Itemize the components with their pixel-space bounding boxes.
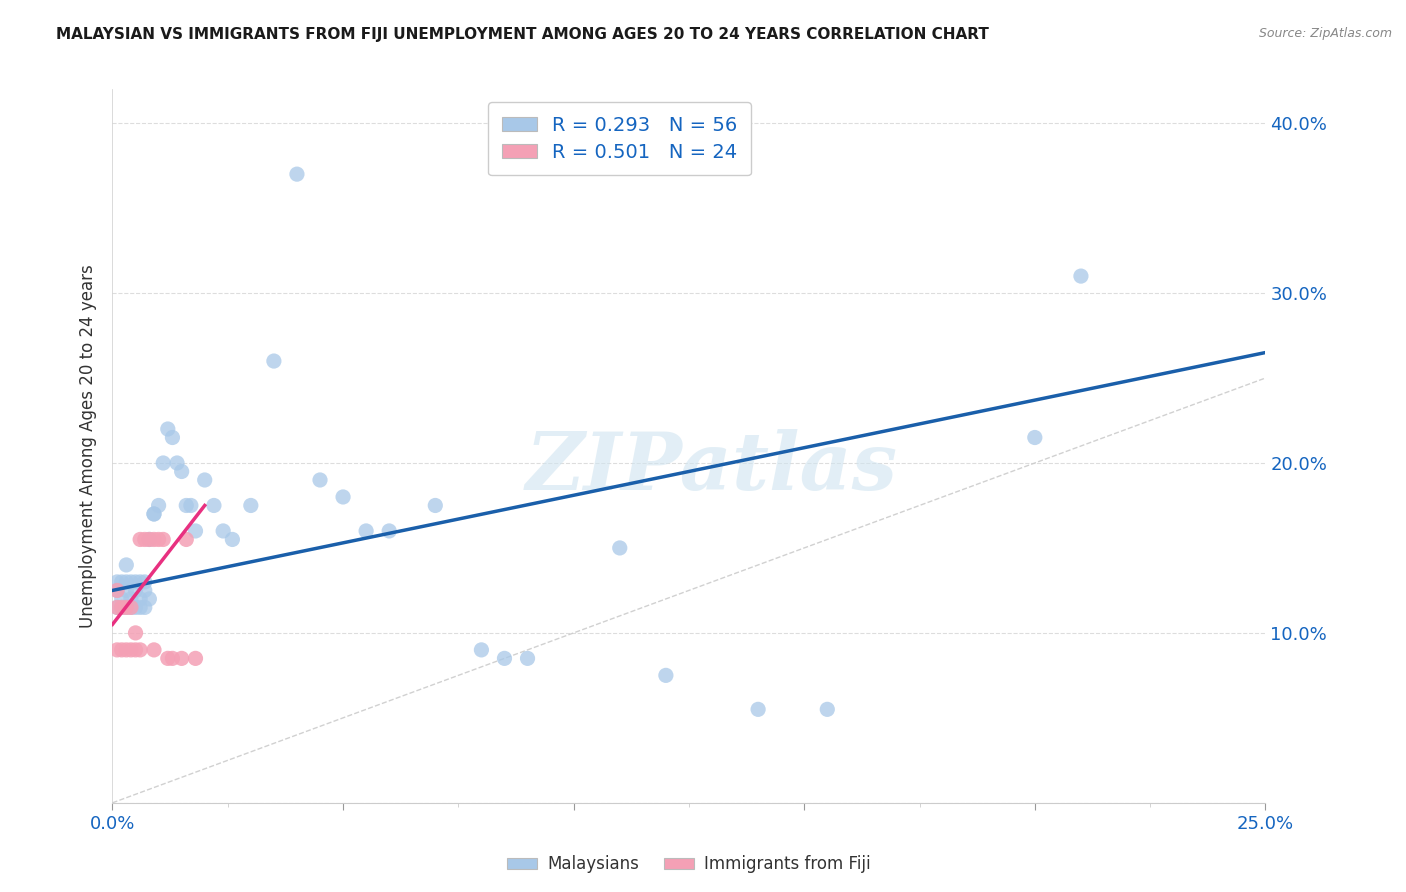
Point [129, 574, 152, 589]
Point [124, 626, 146, 640]
Point [309, 473, 332, 487]
Point [129, 600, 152, 615]
Point [115, 600, 138, 615]
Point [115, 574, 138, 589]
Point [111, 591, 134, 606]
Point [156, 422, 179, 436]
Point [170, 465, 193, 479]
Point [129, 643, 152, 657]
Point [162, 651, 184, 665]
Point [470, 643, 492, 657]
Point [143, 643, 166, 657]
Legend: Malaysians, Immigrants from Fiji: Malaysians, Immigrants from Fiji [501, 849, 877, 880]
Point [111, 643, 134, 657]
Point [120, 591, 142, 606]
Point [162, 430, 184, 444]
Point [120, 643, 142, 657]
Point [124, 600, 146, 615]
Point [332, 490, 354, 504]
Point [105, 600, 128, 615]
Point [124, 583, 146, 598]
Point [124, 574, 146, 589]
Point [111, 600, 134, 615]
Point [152, 533, 174, 547]
Point [105, 583, 128, 598]
Point [148, 533, 170, 547]
Point [815, 702, 838, 716]
Point [170, 651, 193, 665]
Point [156, 651, 179, 665]
Point [194, 473, 217, 487]
Point [138, 591, 160, 606]
Point [143, 507, 166, 521]
Point [354, 524, 377, 538]
Point [174, 499, 197, 513]
Point [111, 574, 134, 589]
Point [134, 600, 156, 615]
Point [120, 600, 142, 615]
Point [212, 524, 235, 538]
Point [115, 643, 138, 657]
Point [166, 456, 188, 470]
Point [111, 600, 134, 615]
Point [129, 591, 152, 606]
Point [239, 499, 262, 513]
Point [1070, 269, 1092, 284]
Point [143, 507, 166, 521]
Y-axis label: Unemployment Among Ages 20 to 24 years: Unemployment Among Ages 20 to 24 years [79, 264, 97, 628]
Point [221, 533, 243, 547]
Point [202, 499, 225, 513]
Point [152, 456, 174, 470]
Point [105, 583, 128, 598]
Text: ZIPatlas: ZIPatlas [526, 429, 898, 506]
Point [120, 574, 142, 589]
Point [115, 558, 138, 572]
Point [747, 702, 769, 716]
Point [180, 499, 202, 513]
Point [105, 574, 128, 589]
Point [1024, 430, 1046, 444]
Point [105, 643, 128, 657]
Text: Source: ZipAtlas.com: Source: ZipAtlas.com [1258, 27, 1392, 40]
Point [285, 167, 308, 181]
Point [134, 574, 156, 589]
Point [609, 541, 631, 555]
Point [105, 600, 128, 615]
Point [655, 668, 678, 682]
Point [129, 533, 152, 547]
Point [134, 533, 156, 547]
Point [120, 600, 142, 615]
Point [115, 600, 138, 615]
Point [174, 533, 197, 547]
Text: MALAYSIAN VS IMMIGRANTS FROM FIJI UNEMPLOYMENT AMONG AGES 20 TO 24 YEARS CORRELA: MALAYSIAN VS IMMIGRANTS FROM FIJI UNEMPL… [56, 27, 988, 42]
Point [138, 533, 160, 547]
Point [378, 524, 401, 538]
Point [516, 651, 538, 665]
Point [138, 533, 160, 547]
Point [425, 499, 447, 513]
Point [263, 354, 285, 368]
Point [143, 533, 166, 547]
Point [115, 583, 138, 598]
Point [494, 651, 516, 665]
Point [184, 524, 207, 538]
Point [148, 499, 170, 513]
Point [184, 651, 207, 665]
Point [124, 643, 146, 657]
Point [134, 583, 156, 598]
